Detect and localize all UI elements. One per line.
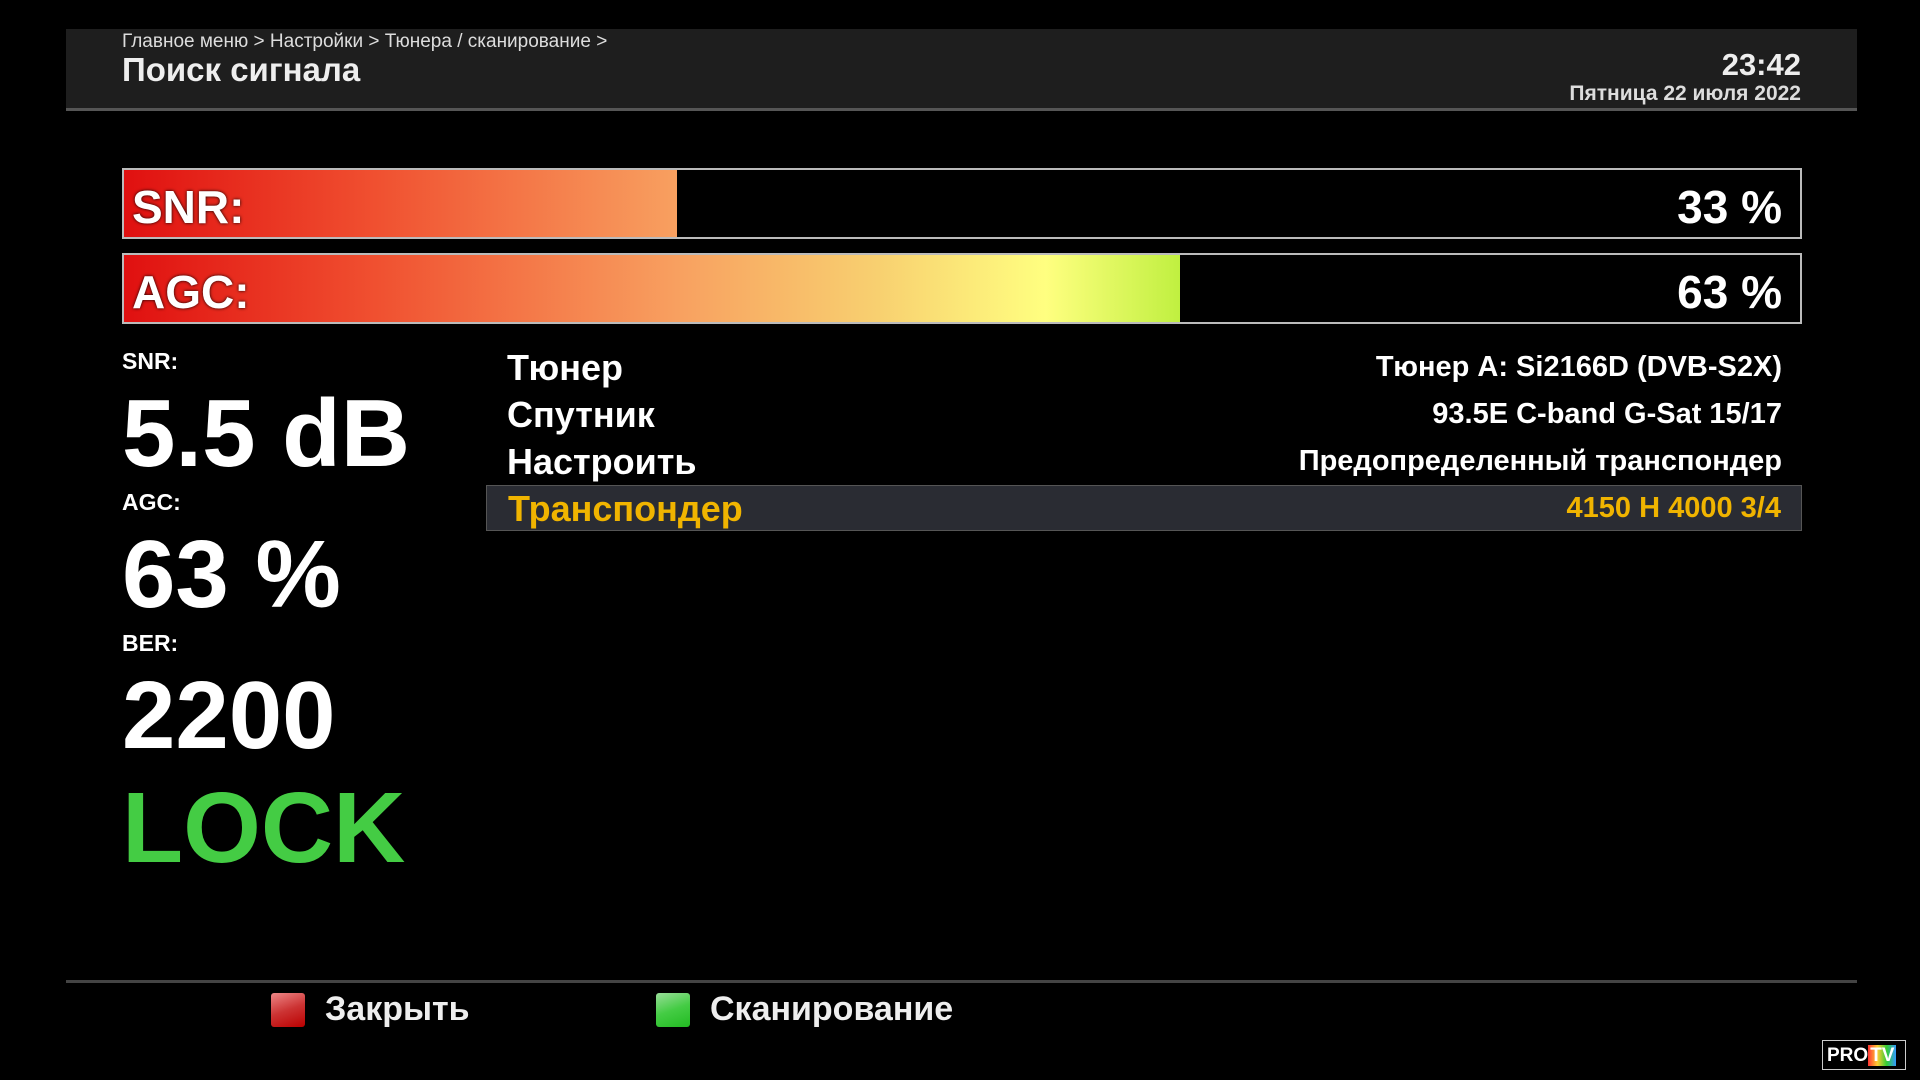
lock-status: LOCK: [122, 772, 406, 884]
ber-value: 2200: [122, 662, 336, 769]
agc-bar: AGC: 63 %: [122, 253, 1802, 324]
green-key-icon: [656, 993, 690, 1027]
row-value: 4150 H 4000 3/4: [1566, 492, 1781, 524]
row-label: Транспондер: [508, 488, 743, 529]
clock-date: Пятница 22 июля 2022: [1569, 82, 1801, 105]
snr-value: 5.5 dB: [122, 380, 411, 487]
scan-button[interactable]: Сканирование: [710, 990, 954, 1028]
row-value: Тюнер A: Si2166D (DVB-S2X): [1375, 351, 1782, 383]
snr-bar-fill: [124, 170, 678, 237]
snr-bar: SNR: 33 %: [122, 168, 1802, 239]
close-button[interactable]: Закрыть: [325, 990, 470, 1028]
snr-bar-value: 33 %: [1677, 181, 1782, 233]
snr-label: SNR:: [122, 348, 179, 374]
header: Главное меню > Настройки > Тюнера / скан…: [66, 29, 1857, 111]
logo-text: PRO: [1827, 1045, 1869, 1066]
row-label: Настроить: [507, 441, 697, 482]
row-value: 93.5E C-band G-Sat 15/17: [1432, 398, 1782, 430]
breadcrumb: Главное меню > Настройки > Тюнера / скан…: [122, 31, 608, 52]
red-key-icon: [271, 993, 305, 1027]
snr-bar-label: SNR:: [132, 181, 245, 233]
clock-time: 23:42: [1721, 47, 1801, 82]
agc-bar-value: 63 %: [1677, 266, 1782, 318]
protv-logo: PRO TV: [1822, 1040, 1906, 1070]
row-setup[interactable]: Настроить Предопределенный транспондер: [486, 439, 1802, 485]
agc-value: 63 %: [122, 521, 341, 628]
page-title: Поиск сигнала: [122, 51, 361, 88]
agc-bar-label: AGC:: [132, 266, 250, 318]
ber-label: BER:: [122, 630, 179, 656]
row-value: Предопределенный транспондер: [1298, 445, 1782, 477]
logo-tv: TV: [1868, 1045, 1897, 1066]
row-tuner[interactable]: Тюнер Тюнер A: Si2166D (DVB-S2X): [486, 345, 1802, 391]
row-label: Тюнер: [507, 347, 624, 388]
row-satellite[interactable]: Спутник 93.5E C-band G-Sat 15/17: [486, 392, 1802, 438]
agc-bar-fill: [124, 255, 1180, 322]
footer-divider: [66, 980, 1857, 983]
row-label: Спутник: [507, 394, 655, 435]
row-transponder[interactable]: Транспондер 4150 H 4000 3/4: [486, 485, 1802, 531]
agc-label: AGC:: [122, 489, 181, 515]
